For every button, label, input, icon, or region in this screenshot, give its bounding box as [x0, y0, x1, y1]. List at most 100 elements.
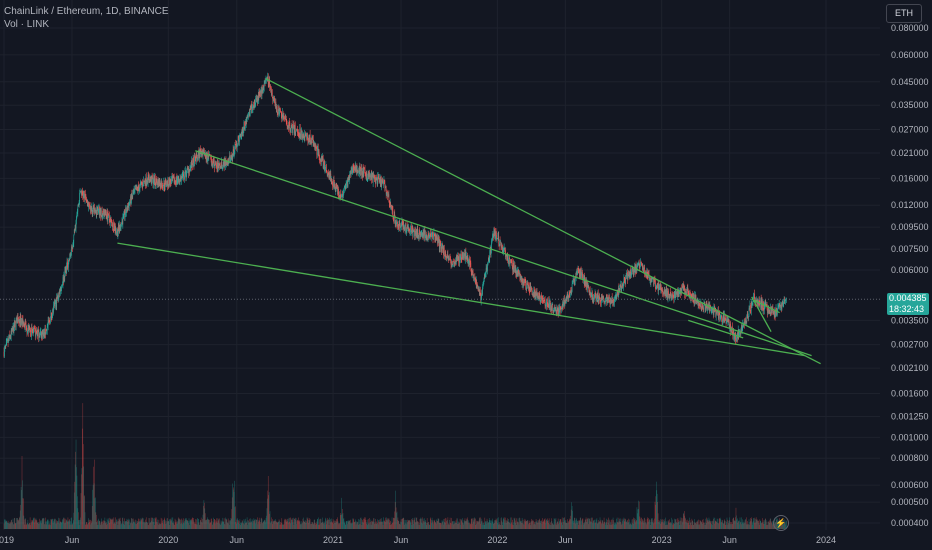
candle-body — [84, 194, 85, 200]
candle-body — [111, 219, 112, 222]
volume-bar — [258, 519, 260, 529]
volume-bar — [510, 517, 511, 529]
volume-bar — [222, 517, 224, 529]
volume-bar — [285, 520, 286, 529]
candle-body — [5, 342, 7, 346]
volume-bar — [464, 521, 465, 529]
volume-bar — [591, 521, 593, 529]
volume-bar — [488, 520, 490, 529]
candle-body — [600, 299, 601, 303]
volume-bar — [769, 520, 771, 529]
volume-bar — [346, 520, 347, 529]
candle-body — [18, 320, 19, 322]
volume-bar — [203, 505, 204, 529]
volume-bar — [358, 524, 360, 529]
candle-body — [334, 185, 336, 188]
candle-body — [566, 298, 568, 301]
candle-body — [64, 270, 66, 280]
volume-bar — [57, 522, 59, 529]
candle-body — [121, 220, 123, 223]
candle-body — [300, 137, 301, 139]
candle-body — [692, 295, 694, 299]
volume-bar — [359, 519, 360, 529]
volume-bar — [628, 524, 630, 529]
volume-bar — [98, 518, 99, 529]
candle-body — [723, 314, 724, 319]
volume-bar — [349, 520, 351, 529]
volume-bar — [367, 523, 369, 529]
volume-bar — [109, 518, 111, 529]
volume-bar — [126, 520, 127, 529]
volume-bar — [38, 523, 40, 529]
candle-body — [379, 178, 380, 182]
volume-bar — [638, 509, 640, 529]
volume-bar — [197, 518, 198, 529]
volume-bar — [511, 524, 513, 529]
volume-bar — [229, 520, 231, 529]
candle-body — [154, 177, 155, 185]
candle-body — [170, 182, 172, 184]
candle-body — [466, 256, 468, 260]
candle-body — [367, 176, 369, 180]
volume-bar — [42, 518, 44, 529]
volume-bar — [120, 524, 122, 529]
candle-body — [544, 300, 546, 306]
candle-body — [362, 174, 363, 177]
candle-body — [111, 221, 113, 227]
volume-bar — [619, 518, 621, 529]
candle-body — [124, 214, 126, 218]
volume-bar — [435, 523, 437, 529]
candle-body — [439, 239, 440, 249]
candle-body — [181, 177, 182, 182]
volume-bar — [655, 504, 656, 529]
volume-bar — [645, 522, 646, 529]
candle-body — [103, 208, 104, 215]
volume-bar — [289, 517, 291, 529]
volume-bar — [585, 517, 587, 529]
candle-body — [123, 211, 125, 213]
candle-body — [435, 236, 437, 241]
candle-body — [637, 264, 639, 266]
candle-body — [603, 298, 605, 302]
candle-body — [450, 260, 452, 265]
volume-bar — [486, 518, 488, 529]
candle-body — [303, 136, 304, 138]
volume-bar — [696, 521, 697, 529]
candle-body — [82, 195, 84, 198]
candle-body — [238, 137, 240, 142]
volume-bar — [215, 522, 217, 529]
volume-bar — [246, 522, 247, 529]
candle-body — [40, 331, 42, 332]
volume-bar — [585, 519, 586, 529]
volume-bar — [391, 517, 393, 529]
volume-bar — [741, 517, 742, 529]
volume-bar — [289, 521, 290, 529]
candle-body — [595, 293, 596, 294]
candle-body — [55, 300, 57, 303]
volume-bar — [738, 524, 740, 529]
candle-body — [631, 268, 633, 272]
candle-body — [188, 168, 189, 174]
volume-bar — [175, 520, 177, 529]
candle-body — [130, 196, 131, 202]
volume-bar — [282, 523, 283, 529]
volume-bar — [30, 525, 31, 529]
candle-body — [371, 174, 373, 176]
volume-bar — [517, 521, 518, 529]
volume-bar — [705, 518, 707, 529]
candle-body — [604, 301, 605, 303]
volume-bar — [309, 520, 310, 529]
candle-body — [109, 219, 111, 224]
volume-bar — [772, 521, 773, 529]
candle-body — [728, 320, 730, 329]
candle-body — [38, 329, 39, 338]
candle-body — [622, 283, 624, 288]
candle-body — [75, 220, 77, 229]
candle-body — [70, 251, 72, 255]
volume-bar — [373, 518, 374, 529]
volume-bar — [550, 522, 551, 529]
candle-body — [722, 318, 724, 322]
volume-bar — [80, 493, 82, 529]
candle-body — [704, 302, 706, 305]
